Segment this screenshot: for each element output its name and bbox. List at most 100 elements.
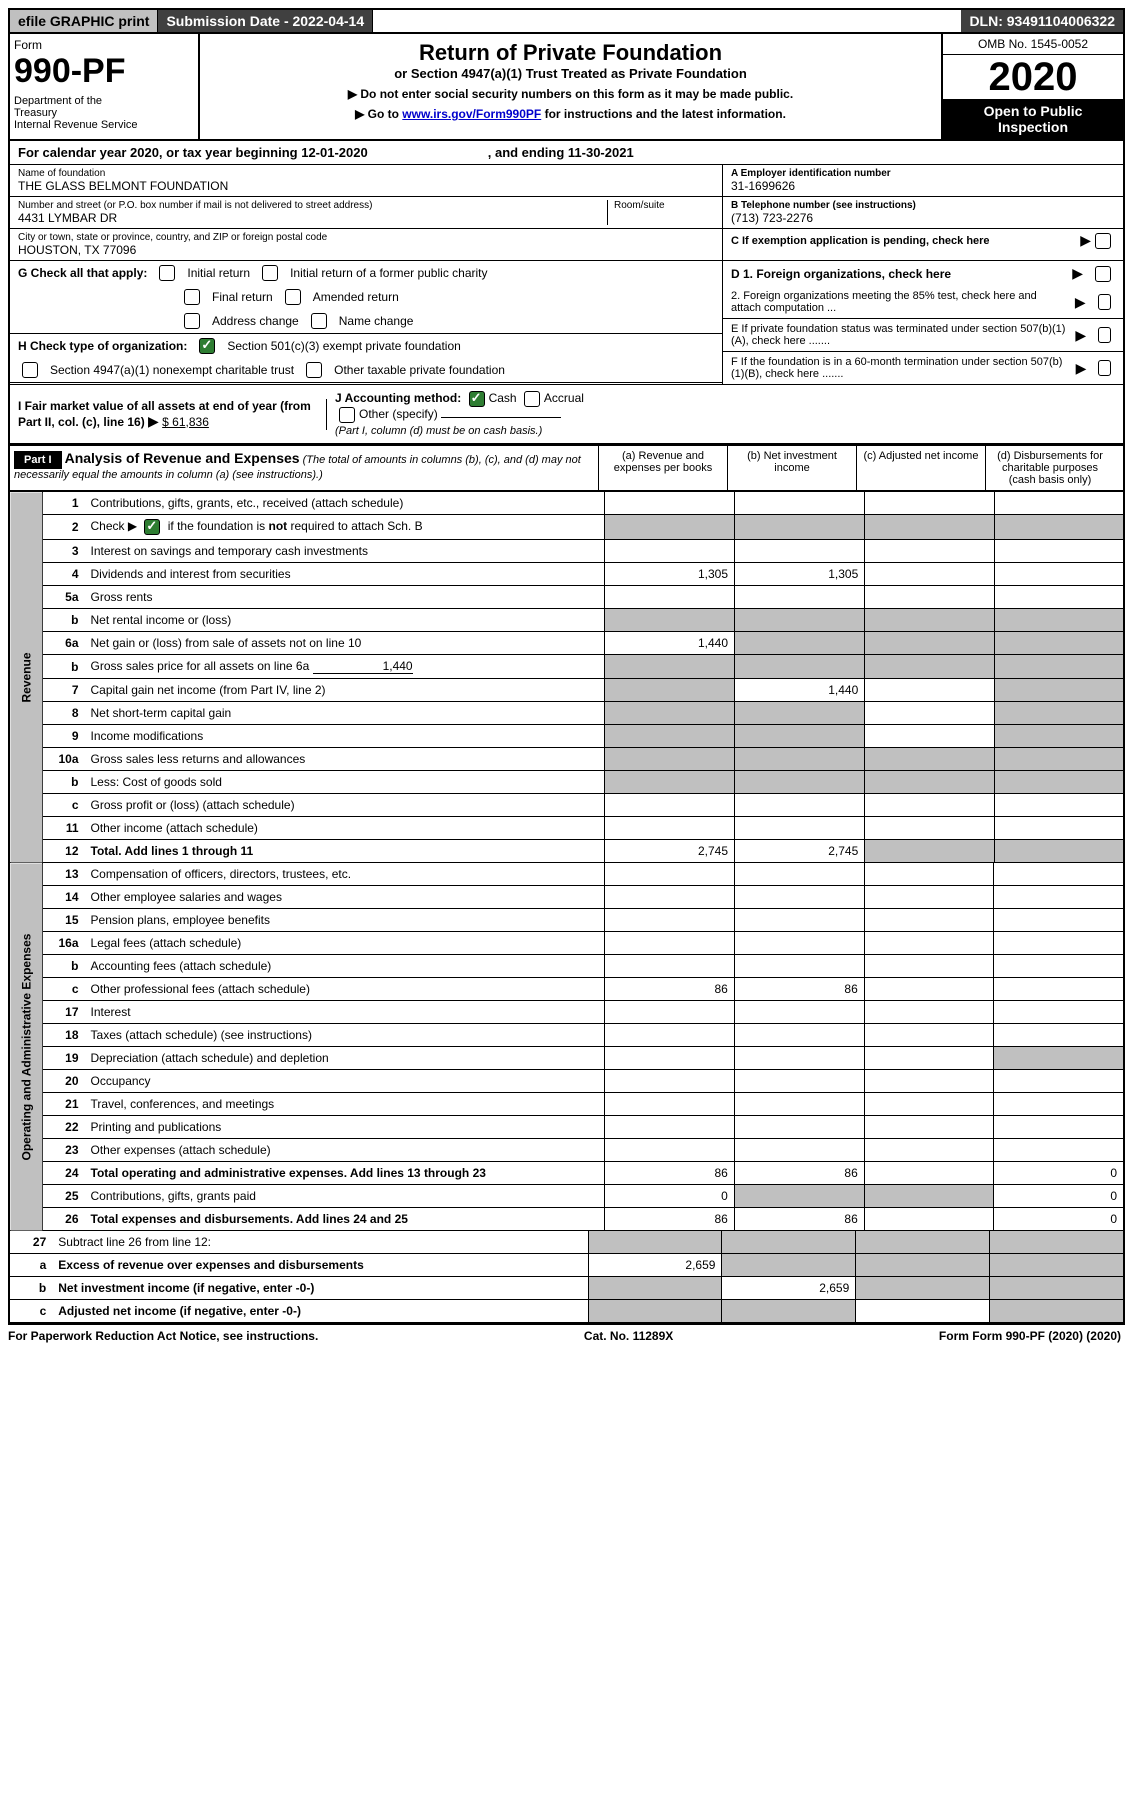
d1-checkbox[interactable] <box>1095 266 1111 282</box>
data-cell <box>994 748 1123 771</box>
h-check-1[interactable] <box>199 338 215 354</box>
data-cell <box>865 817 994 840</box>
irs-link[interactable]: www.irs.gov/Form990PF <box>402 107 541 121</box>
g-check-2[interactable] <box>184 289 200 305</box>
data-cell <box>735 540 865 563</box>
dept-label: Department of theTreasuryInternal Revenu… <box>14 95 194 131</box>
data-cell <box>734 1093 864 1116</box>
data-cell <box>735 817 865 840</box>
data-cell <box>864 909 994 932</box>
addr-value: 4431 LYMBAR DR <box>18 211 607 225</box>
data-cell <box>604 492 734 515</box>
data-cell <box>735 655 865 679</box>
footer: For Paperwork Reduction Act Notice, see … <box>8 1325 1121 1347</box>
h-check-2[interactable] <box>22 362 38 378</box>
d2-checkbox[interactable] <box>1098 294 1111 310</box>
side-label: Revenue <box>10 492 42 863</box>
city-value: HOUSTON, TX 77096 <box>18 243 714 257</box>
inst2-pre: ▶ Go to <box>355 107 402 121</box>
data-cell <box>994 1001 1123 1024</box>
data-cell <box>864 1001 994 1024</box>
exempt-cell: C If exemption application is pending, c… <box>723 229 1123 252</box>
line-number: 4 <box>42 563 84 586</box>
g-opt-5: Name change <box>339 314 414 328</box>
e-label: E If private foundation status was termi… <box>731 323 1067 347</box>
g-h-left: G Check all that apply: Initial return I… <box>10 261 723 384</box>
omb-number: OMB No. 1545-0052 <box>943 34 1123 55</box>
data-cell <box>604 771 734 794</box>
cash-checkbox[interactable] <box>469 391 485 407</box>
data-cell <box>734 1024 864 1047</box>
form-header: Form 990-PF Department of theTreasuryInt… <box>10 34 1123 141</box>
accrual-checkbox[interactable] <box>524 391 540 407</box>
h-check-3[interactable] <box>306 362 322 378</box>
other-checkbox[interactable] <box>339 407 355 423</box>
data-cell <box>734 1139 864 1162</box>
data-cell <box>864 955 994 978</box>
data-cell <box>856 1277 990 1300</box>
efile-button[interactable]: efile GRAPHIC print <box>10 10 158 32</box>
data-cell: 0 <box>604 1185 734 1208</box>
g-check-3[interactable] <box>285 289 301 305</box>
data-cell <box>734 932 864 955</box>
data-cell <box>735 748 865 771</box>
data-cell <box>994 586 1123 609</box>
data-cell <box>588 1300 722 1323</box>
line-description: Taxes (attach schedule) (see instruction… <box>85 1024 605 1047</box>
line-number: 10a <box>42 748 84 771</box>
data-cell <box>994 840 1123 863</box>
col-d-header: (d) Disbursements for charitable purpose… <box>986 446 1114 490</box>
table-row: aExcess of revenue over expenses and dis… <box>10 1254 1123 1277</box>
data-cell <box>864 1162 994 1185</box>
ein-value: 31-1699626 <box>731 179 1115 193</box>
data-cell: 2,659 <box>722 1277 856 1300</box>
footer-right: Form Form 990-PF (2020) (2020) <box>939 1329 1121 1343</box>
line-description: Net rental income or (loss) <box>85 609 605 632</box>
g-check-0[interactable] <box>159 265 175 281</box>
form-title: Return of Private Foundation <box>206 40 935 66</box>
g-check-4[interactable] <box>184 313 200 329</box>
data-cell <box>604 725 734 748</box>
g-check-5[interactable] <box>311 313 327 329</box>
part1-title: Analysis of Revenue and Expenses <box>65 450 300 466</box>
line-number: 3 <box>42 540 84 563</box>
e-checkbox[interactable] <box>1098 327 1111 343</box>
g-row: G Check all that apply: Initial return I… <box>10 261 722 285</box>
i-section: I Fair market value of all assets at end… <box>18 399 327 430</box>
data-cell <box>994 1070 1123 1093</box>
line-number: 24 <box>42 1162 84 1185</box>
data-cell: 0 <box>994 1185 1123 1208</box>
line-number: b <box>42 955 84 978</box>
data-cell <box>994 609 1123 632</box>
data-cell <box>864 886 994 909</box>
data-cell <box>994 932 1123 955</box>
exempt-checkbox[interactable] <box>1095 233 1111 249</box>
col-b-header: (b) Net investment income <box>728 446 857 490</box>
footer-left: For Paperwork Reduction Act Notice, see … <box>8 1329 318 1343</box>
line-description: Income modifications <box>85 725 605 748</box>
schb-checkbox[interactable] <box>144 519 160 535</box>
f-checkbox[interactable] <box>1098 360 1111 376</box>
table-row: 2Check ▶ if the foundation is not requir… <box>10 515 1123 540</box>
line-number: 16a <box>42 932 84 955</box>
g-check-1[interactable] <box>262 265 278 281</box>
header-left: Form 990-PF Department of theTreasuryInt… <box>10 34 200 139</box>
line-number: 23 <box>42 1139 84 1162</box>
g-opt-4: Address change <box>212 314 299 328</box>
data-cell <box>604 679 734 702</box>
data-cell <box>734 1001 864 1024</box>
h-row: H Check type of organization: Section 50… <box>10 334 722 358</box>
line-description: Check ▶ if the foundation is not require… <box>85 515 605 540</box>
table-row: cOther professional fees (attach schedul… <box>10 978 1123 1001</box>
data-cell <box>990 1300 1123 1323</box>
line-description: Net gain or (loss) from sale of assets n… <box>85 632 605 655</box>
line-number: 5a <box>42 586 84 609</box>
data-cell <box>865 725 994 748</box>
arrow-icon: ▶ <box>1075 327 1086 344</box>
data-cell <box>604 955 734 978</box>
table-row: 11Other income (attach schedule) <box>10 817 1123 840</box>
line-number: 2 <box>42 515 84 540</box>
line-number: 14 <box>42 886 84 909</box>
line-description: Travel, conferences, and meetings <box>85 1093 605 1116</box>
line-description: Pension plans, employee benefits <box>85 909 605 932</box>
